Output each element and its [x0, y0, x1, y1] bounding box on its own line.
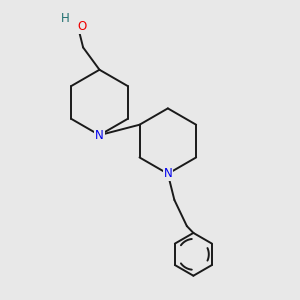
Text: O: O — [77, 20, 86, 33]
Text: H: H — [61, 11, 70, 25]
Text: N: N — [164, 167, 172, 180]
Text: N: N — [95, 129, 104, 142]
